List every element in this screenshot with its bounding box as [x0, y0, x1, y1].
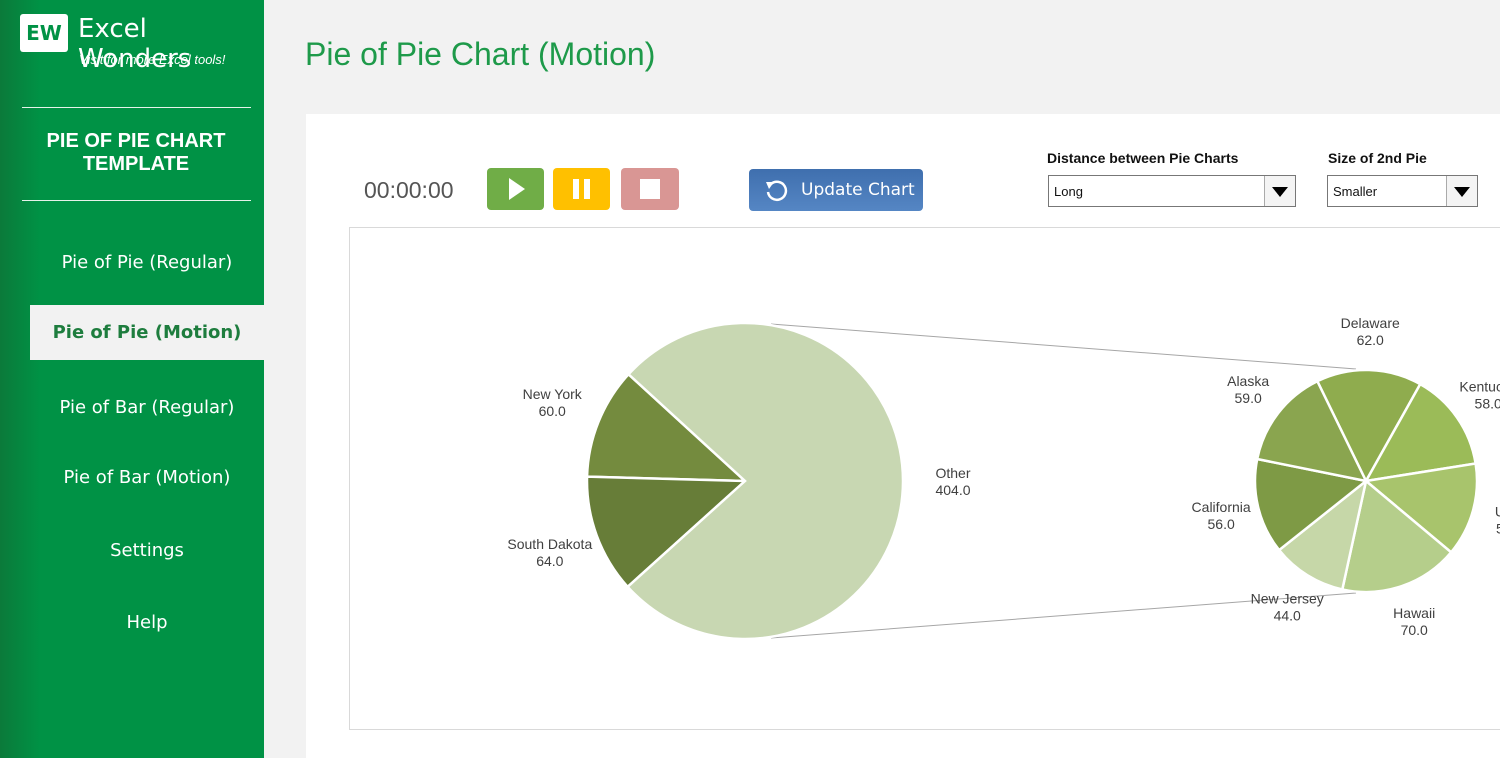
refresh-icon	[766, 180, 788, 201]
value-label: 60.0	[539, 403, 566, 419]
dropdown-arrow[interactable]	[1446, 176, 1477, 206]
slice-label: Kentucky	[1459, 379, 1500, 395]
nav-item[interactable]: Pie of Pie (Regular)	[61, 252, 233, 273]
slice-label: California	[1192, 499, 1251, 515]
update-label: Update Chart	[801, 180, 915, 200]
value-label: 58.0	[1475, 396, 1500, 412]
value-label: 55.0	[1496, 521, 1500, 537]
slice-label: Alaska	[1227, 373, 1269, 389]
pie-slice	[1315, 368, 1422, 484]
stop-button[interactable]	[621, 168, 679, 210]
pie-slice	[1277, 477, 1368, 591]
sidebar: EW Excel Wonders Visit for more Excel to…	[0, 0, 264, 758]
dropdown-arrow[interactable]	[1264, 176, 1295, 206]
timer: 00:00:00	[364, 177, 454, 203]
slice-label: New Jersey	[1251, 590, 1324, 606]
dropdown[interactable]: Smaller	[1327, 175, 1478, 207]
connector-line	[770, 592, 1357, 639]
pie-slice	[1255, 379, 1369, 483]
slice-label: Delaware	[1341, 315, 1400, 331]
slice-label: Other	[935, 465, 970, 481]
chart-area: New York 60.0 South Dakota 64.0 Other 404.0 De…	[349, 227, 1500, 730]
brand[interactable]: Excel Wonders	[78, 14, 192, 74]
arrow-icon	[1454, 187, 1470, 197]
value-label: 64.0	[536, 553, 563, 569]
value-label: 70.0	[1401, 622, 1428, 638]
arrow-icon	[1272, 187, 1288, 197]
template-title: PIE OF PIE CHART TEMPLATE	[46, 130, 226, 175]
connector-line	[770, 323, 1357, 370]
value-label: 56.0	[1208, 516, 1235, 532]
value-label: 62.0	[1357, 332, 1384, 348]
nav-item[interactable]: Help	[126, 612, 168, 633]
divider	[22, 200, 251, 201]
pie-slice	[585, 372, 749, 483]
play-button[interactable]	[487, 168, 544, 210]
value-label: 44.0	[1274, 607, 1301, 623]
divider	[22, 107, 251, 108]
slice-label: Utah	[1495, 504, 1500, 520]
pie-slice	[585, 475, 749, 589]
pie-slice	[1340, 478, 1453, 594]
nav-item[interactable]: Pie of Bar (Motion)	[63, 467, 231, 488]
pie-slice	[625, 321, 905, 641]
pie-slice	[1253, 457, 1369, 552]
stop-icon	[640, 179, 660, 199]
value-label: 404.0	[935, 482, 970, 498]
logo[interactable]: EW	[20, 14, 68, 52]
pie-slice	[1363, 382, 1478, 483]
slice-label: South Dakota	[507, 536, 592, 552]
nav-item[interactable]: Pie of Pie (Motion)	[30, 305, 264, 360]
dropdown[interactable]: Long	[1048, 175, 1296, 207]
update-button[interactable]: Update Chart	[749, 169, 923, 211]
dropdown-label: Distance between Pie Charts	[1047, 150, 1239, 166]
page-title: Pie of Pie Chart (Motion)	[305, 36, 656, 72]
value-label: 59.0	[1235, 390, 1262, 406]
nav-item[interactable]: Settings	[110, 540, 184, 561]
slice-label: Hawaii	[1393, 605, 1435, 621]
dropdown-label: Size of 2nd Pie	[1328, 150, 1427, 166]
pie-slice	[1363, 462, 1479, 555]
pause-button[interactable]	[553, 168, 610, 210]
tagline: Visit for more Excel tools!	[79, 52, 226, 67]
pause-icon	[573, 179, 590, 199]
nav-item[interactable]: Pie of Bar (Regular)	[59, 397, 235, 418]
slice-label: New York	[523, 386, 583, 402]
play-icon	[509, 178, 525, 200]
